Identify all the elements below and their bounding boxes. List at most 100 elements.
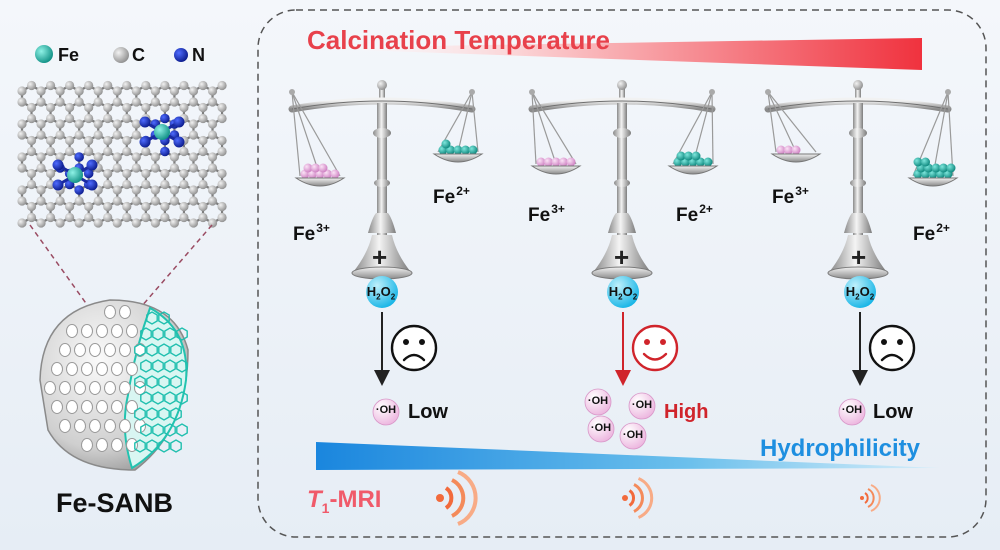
c-atom <box>26 102 37 113</box>
graphene-lattice <box>17 80 227 228</box>
case2-fe3-charge: 3+ <box>551 202 565 216</box>
c-atom <box>45 113 56 124</box>
fe3-ion-ball <box>566 157 576 167</box>
shell-pore <box>74 343 86 357</box>
zoom-connector-right <box>127 224 213 323</box>
fe2-ion-ball <box>939 163 948 173</box>
reaction-flow <box>366 276 916 526</box>
fe-mesh-cell <box>158 311 170 325</box>
c-atom <box>122 135 132 146</box>
n-atom <box>160 113 170 124</box>
nanobowl <box>39 299 189 471</box>
c-atom <box>217 212 227 223</box>
c-atom <box>45 102 56 113</box>
ion-balls-fe3 <box>536 157 576 167</box>
n-atom <box>86 179 98 191</box>
shell-pore <box>126 400 138 414</box>
calcination-gradient-bar <box>300 38 922 70</box>
fe-mesh-cell <box>146 407 158 421</box>
c-atom <box>160 179 170 190</box>
lattice-atoms <box>17 80 227 228</box>
fe3-ion-ball <box>536 157 546 167</box>
shell-pore <box>81 400 93 414</box>
n-atom <box>160 146 170 157</box>
c-atom <box>36 196 46 206</box>
fe2-ion-ball <box>946 163 956 173</box>
c-atom <box>169 163 180 173</box>
n-atom <box>74 152 84 162</box>
scale-pan-fe2 <box>667 89 719 175</box>
c-atom <box>36 97 46 107</box>
c-atom <box>17 163 27 173</box>
c-atom <box>131 218 141 228</box>
c-atom <box>207 185 218 195</box>
c-atom <box>131 196 141 206</box>
c-atom <box>141 179 151 190</box>
shell-pore <box>89 381 101 395</box>
c-atom <box>103 179 113 190</box>
c-atom <box>122 212 132 223</box>
c-atom <box>112 152 122 162</box>
shell-pore <box>119 305 131 319</box>
legend-fe-atom <box>35 45 53 63</box>
fe-mesh-cell <box>170 343 182 357</box>
c-atom <box>65 113 75 124</box>
sad-face-icon <box>868 324 916 372</box>
pan-string <box>291 91 321 177</box>
c-atom <box>17 185 27 195</box>
c-atom <box>122 80 132 91</box>
n-atom <box>173 136 185 148</box>
c-atom <box>36 130 46 140</box>
n-atom <box>83 168 94 179</box>
h2o2-sub2: 2 <box>632 292 638 302</box>
shell-pore <box>104 381 116 395</box>
c-atom <box>112 86 122 96</box>
shell-pore <box>111 324 123 338</box>
shell-pore <box>104 305 116 319</box>
case3-fe2-symbol: Fe <box>913 224 936 245</box>
n-atom <box>86 159 98 171</box>
case2-oh-label-2: ·OH <box>631 399 653 411</box>
c-atom <box>84 102 94 113</box>
fe-mesh-cell <box>164 327 176 341</box>
pan-string <box>291 91 301 177</box>
c-atom <box>150 218 160 228</box>
case1-fe2-label: Fe2+ <box>433 185 470 207</box>
c-atom <box>198 80 208 91</box>
shell-pore <box>119 343 131 357</box>
pan-string <box>932 91 949 177</box>
c-atom <box>74 86 84 96</box>
c-atom <box>65 201 75 212</box>
c-atom <box>131 163 141 173</box>
case2-oh-label-4: ·OH <box>622 429 644 441</box>
c-atom <box>74 130 84 140</box>
c-atom <box>103 102 113 113</box>
h2o2-sub2: 2 <box>869 292 875 302</box>
n-atom <box>173 116 185 128</box>
c-atom <box>198 113 208 124</box>
scale-pan-fe3 <box>529 89 582 175</box>
balance-scales <box>289 80 959 279</box>
c-atom <box>112 119 122 129</box>
c-atom <box>160 212 170 223</box>
c-atom <box>169 196 180 206</box>
c-atom <box>217 179 227 190</box>
case1-oh-label: ·OH <box>375 404 397 416</box>
h2o2-sub1: 2 <box>376 292 381 302</box>
c-atom <box>207 119 218 129</box>
fe2-ion-ball <box>691 151 701 161</box>
case1-fe3-label: Fe3+ <box>293 222 330 244</box>
c-atom <box>65 212 75 223</box>
c-atom <box>131 97 141 107</box>
pan-hook <box>709 89 715 95</box>
c-atom <box>84 146 94 157</box>
c-atom <box>198 135 208 146</box>
c-atom <box>103 135 113 146</box>
c-atom <box>93 218 103 228</box>
c-atom <box>84 212 94 223</box>
fe3-ion-ball <box>311 163 320 173</box>
c-atom <box>150 152 160 162</box>
ion-balls-fe2 <box>438 139 478 155</box>
pan-string <box>457 91 473 153</box>
